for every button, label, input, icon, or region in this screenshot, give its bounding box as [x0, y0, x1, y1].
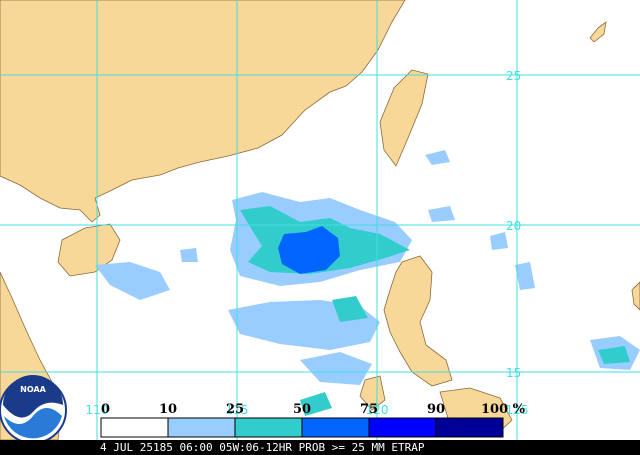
legend-label: 50: [293, 402, 311, 417]
rain-area: [95, 262, 170, 300]
legend-label: 75: [360, 402, 378, 417]
legend-swatch: [167, 417, 236, 438]
rain-area: [332, 296, 368, 322]
legend: 0 10 25 50 75 90 100 %: [100, 402, 526, 438]
lon-label: 110: [86, 403, 109, 417]
rain-area: [300, 392, 332, 416]
lat-label: 20: [506, 219, 521, 233]
legend-label: 100 %: [481, 402, 526, 417]
rain-area: [180, 248, 198, 262]
lat-label: 15: [506, 366, 521, 380]
legend-label: 25: [226, 402, 244, 417]
rain-areas: [95, 150, 640, 416]
legend-swatch: [435, 417, 504, 438]
legend-swatch: [368, 417, 437, 438]
logo-text: NOAA: [20, 385, 46, 394]
rain-area: [490, 232, 508, 250]
lon-label: 125: [506, 403, 529, 417]
noaa-logo: NOAA: [0, 375, 67, 444]
rain-area: [598, 346, 630, 364]
rain-area: [278, 226, 340, 274]
lat-label: 25: [506, 69, 521, 83]
legend-label: 90: [427, 402, 445, 417]
rain-area: [425, 150, 450, 165]
legend-swatch: [100, 417, 169, 438]
lon-label: 115: [226, 403, 249, 417]
caption-bar: [0, 440, 640, 455]
legend-swatch: [234, 417, 303, 438]
legend-label: 0: [101, 402, 110, 417]
caption: 4 JUL 25185 06:00 05W:06-12HR PROB >= 25…: [100, 441, 425, 454]
rain-area: [300, 352, 372, 385]
land: [0, 0, 640, 441]
rain-area: [515, 262, 535, 290]
legend-label: 10: [159, 402, 177, 417]
lon-label: 120: [366, 403, 389, 417]
graticule: [0, 0, 640, 440]
legend-swatch: [301, 417, 370, 438]
rain-area: [428, 206, 455, 222]
